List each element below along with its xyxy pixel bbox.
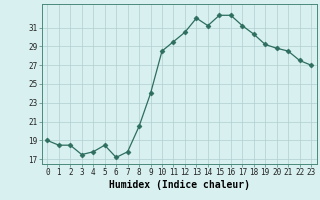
X-axis label: Humidex (Indice chaleur): Humidex (Indice chaleur) [109,180,250,190]
